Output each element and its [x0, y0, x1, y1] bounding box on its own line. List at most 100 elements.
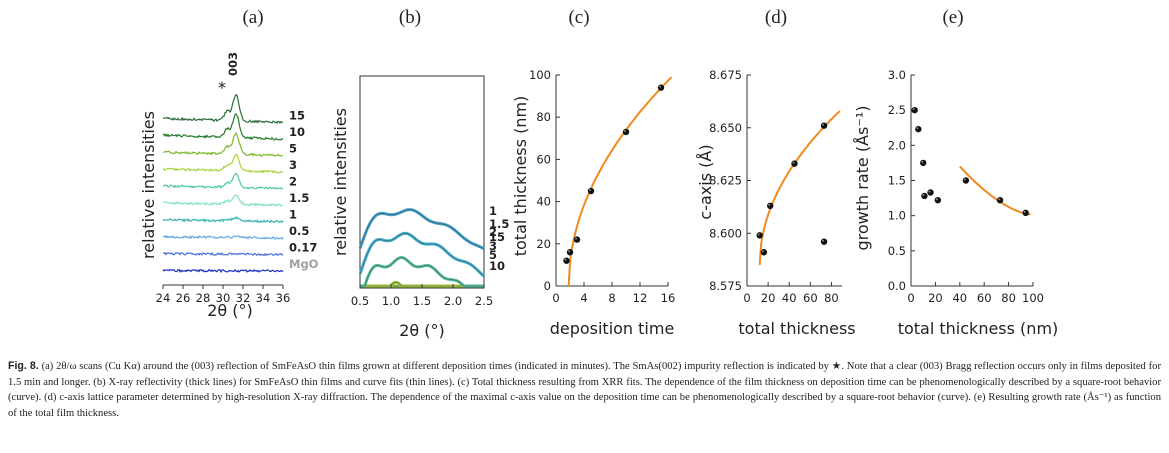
series-label: 3 [489, 239, 497, 253]
panel-d-caxis: c-axis (Å) total thickness 8.575 8.600 8.6… [696, 68, 856, 338]
data-point [921, 192, 928, 200]
data-point-highlight [935, 198, 938, 201]
fit-curve [758, 110, 841, 265]
data-point-highlight [564, 258, 567, 261]
xrd-curve [162, 172, 284, 190]
data-point [996, 196, 1004, 204]
series-label: 15 [289, 109, 305, 123]
series-label: 1.5 [489, 217, 509, 231]
x-tick-label: 100 [1022, 291, 1044, 305]
data-point-highlight [575, 237, 577, 240]
data-point-highlight [922, 193, 925, 196]
data-point-highlight [792, 161, 795, 164]
xrd-curve [162, 153, 284, 174]
panel-b-frame [359, 75, 485, 289]
y-tick-label: 0.0 [888, 279, 906, 293]
x-tick-label: 28 [196, 291, 211, 305]
data-point-highlight [963, 178, 966, 181]
panel-a-ylabel: relative intensities [139, 111, 158, 259]
xrd-curve [162, 131, 284, 157]
series-label: 1 [489, 204, 497, 218]
data-point [820, 238, 828, 245]
x-tick-label: 24 [156, 291, 171, 305]
y-tick-label: 2.5 [888, 103, 906, 117]
panel-c-thickness: total thickness (nm) deposition time 0 20… [511, 68, 675, 338]
xrd-curve [162, 216, 284, 224]
xrd-curve [162, 94, 284, 125]
panel-letter-d: (d) [765, 7, 787, 28]
data-point-highlight [928, 190, 931, 193]
panel-a-xrd: relative intensities 2θ (°) 24 26 28 30 32 34… [139, 52, 319, 320]
x-tick-label: 60 [977, 291, 992, 305]
fit-curve [959, 165, 1031, 216]
x-tick-label: 4 [580, 291, 587, 305]
panel-d-xlabel: total thickness [738, 319, 855, 338]
caption-text: (a) 2θ/ω scans (Cu Kα) around the (003) … [8, 361, 1162, 419]
y-tick-label: 60 [536, 152, 551, 166]
x-tick-label: 0 [907, 291, 914, 305]
data-point [920, 159, 927, 167]
y-tick-label: 8.600 [709, 226, 742, 240]
data-point [563, 257, 570, 264]
panel-a-series-labels: 15 10 5 3 2 1.5 1 0.5 0.17 MgO [289, 109, 319, 272]
y-tick-label: 3.0 [888, 68, 906, 82]
impurity-star-label: * [218, 78, 226, 97]
panel-c-xlabel: deposition time [550, 319, 675, 338]
data-point [934, 196, 942, 204]
data-point-highlight [659, 85, 661, 88]
y-tick-label: 100 [529, 68, 551, 82]
data-point [566, 249, 574, 256]
data-point [622, 128, 630, 136]
x-tick-label: 8 [608, 291, 615, 305]
panel-b-ylabel: relative intensities [331, 108, 350, 256]
data-point [927, 189, 934, 196]
x-tick-label: 0 [552, 291, 559, 305]
panel-e-growth-rate: growth rate (Ås⁻¹) total thickness (nm) … [853, 68, 1058, 338]
x-tick-label: 36 [276, 291, 291, 305]
series-label: 5 [489, 248, 497, 262]
panel-a-curves [162, 94, 284, 274]
data-point [756, 232, 763, 239]
xrd-curve [162, 113, 284, 141]
x-tick-label: 80 [1001, 291, 1016, 305]
panel-c-plot: 0 20 40 60 80 100 0 4 8 12 16 [529, 68, 675, 305]
data-point-highlight [998, 198, 1001, 201]
x-tick-label: 80 [824, 291, 839, 305]
peak-003-label: 003 [226, 52, 240, 76]
series-label: 1.5 [289, 191, 309, 205]
data-point [791, 160, 798, 167]
panel-letter-a: (a) [242, 7, 263, 28]
data-point-highlight [1023, 210, 1026, 213]
y-tick-label: 1.5 [888, 174, 906, 188]
series-label: 1 [289, 208, 297, 222]
data-point-highlight [568, 250, 570, 253]
caption-label: Fig. 8. [8, 360, 39, 372]
data-point [587, 187, 595, 195]
panel-letter-c: (c) [568, 7, 589, 28]
figure-8: (a) (b) (c) (d) (e) relative intensities… [139, 7, 1058, 340]
data-point-highlight [761, 250, 764, 253]
x-tick-label: 26 [176, 291, 191, 305]
series-label: MgO [289, 257, 319, 271]
y-tick-label: 8.575 [709, 279, 742, 293]
data-point-highlight [912, 108, 915, 111]
x-tick-label: 30 [216, 291, 231, 305]
data-point-highlight [757, 233, 760, 236]
data-point-highlight [921, 160, 924, 163]
series-label: 10 [289, 125, 305, 139]
panel-d-ylabel: c-axis (Å) [696, 144, 715, 219]
y-tick-label: 20 [536, 237, 551, 251]
series-label: 2 [289, 175, 297, 189]
series-label: 0.5 [289, 224, 309, 238]
data-point-highlight [589, 189, 591, 192]
series-label: 10 [489, 259, 505, 273]
y-tick-label: 2.0 [888, 138, 906, 152]
panel-e-xlabel: total thickness (nm) [898, 319, 1059, 338]
series-label: 3 [289, 158, 297, 172]
xrr-fit-curve [359, 209, 485, 250]
data-point [573, 236, 581, 243]
panel-e-ylabel: growth rate (Ås⁻¹) [853, 106, 872, 251]
panel-b-xticks: 0.5 1.0 1.5 2.0 2.5 [351, 284, 493, 308]
xrd-curve [162, 234, 284, 241]
